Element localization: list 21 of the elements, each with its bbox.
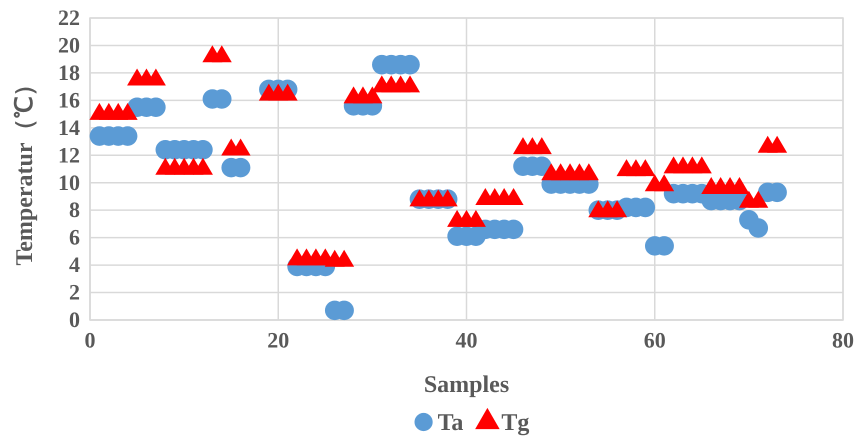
legend-label: Ta — [438, 410, 464, 436]
legend-label: Tg — [501, 410, 530, 436]
x-tick-label: 40 — [456, 328, 478, 353]
y-tick-label: 2 — [69, 280, 80, 305]
y-tick-label: 22 — [58, 5, 80, 30]
y-tick-label: 14 — [58, 114, 80, 140]
x-tick-label: 20 — [267, 328, 290, 353]
y-tick-label: 4 — [69, 252, 80, 278]
x-tick-label: 0 — [84, 328, 96, 353]
y-axis-title: Temperatur（℃） — [12, 72, 38, 266]
y-tick-label: 0 — [69, 307, 80, 332]
y-tick-label: 10 — [58, 170, 80, 195]
x-tick-label: 80 — [832, 328, 854, 353]
y-tick-label: 12 — [58, 142, 80, 168]
y-tick-label: 20 — [58, 32, 80, 58]
y-tick-label: 6 — [69, 224, 80, 250]
x-tick-label: 60 — [644, 328, 666, 353]
x-axis-title: Samples — [424, 372, 510, 398]
y-tick-label: 16 — [58, 87, 80, 112]
y-tick-label: 18 — [58, 60, 80, 85]
y-tick-label: 8 — [69, 197, 80, 222]
